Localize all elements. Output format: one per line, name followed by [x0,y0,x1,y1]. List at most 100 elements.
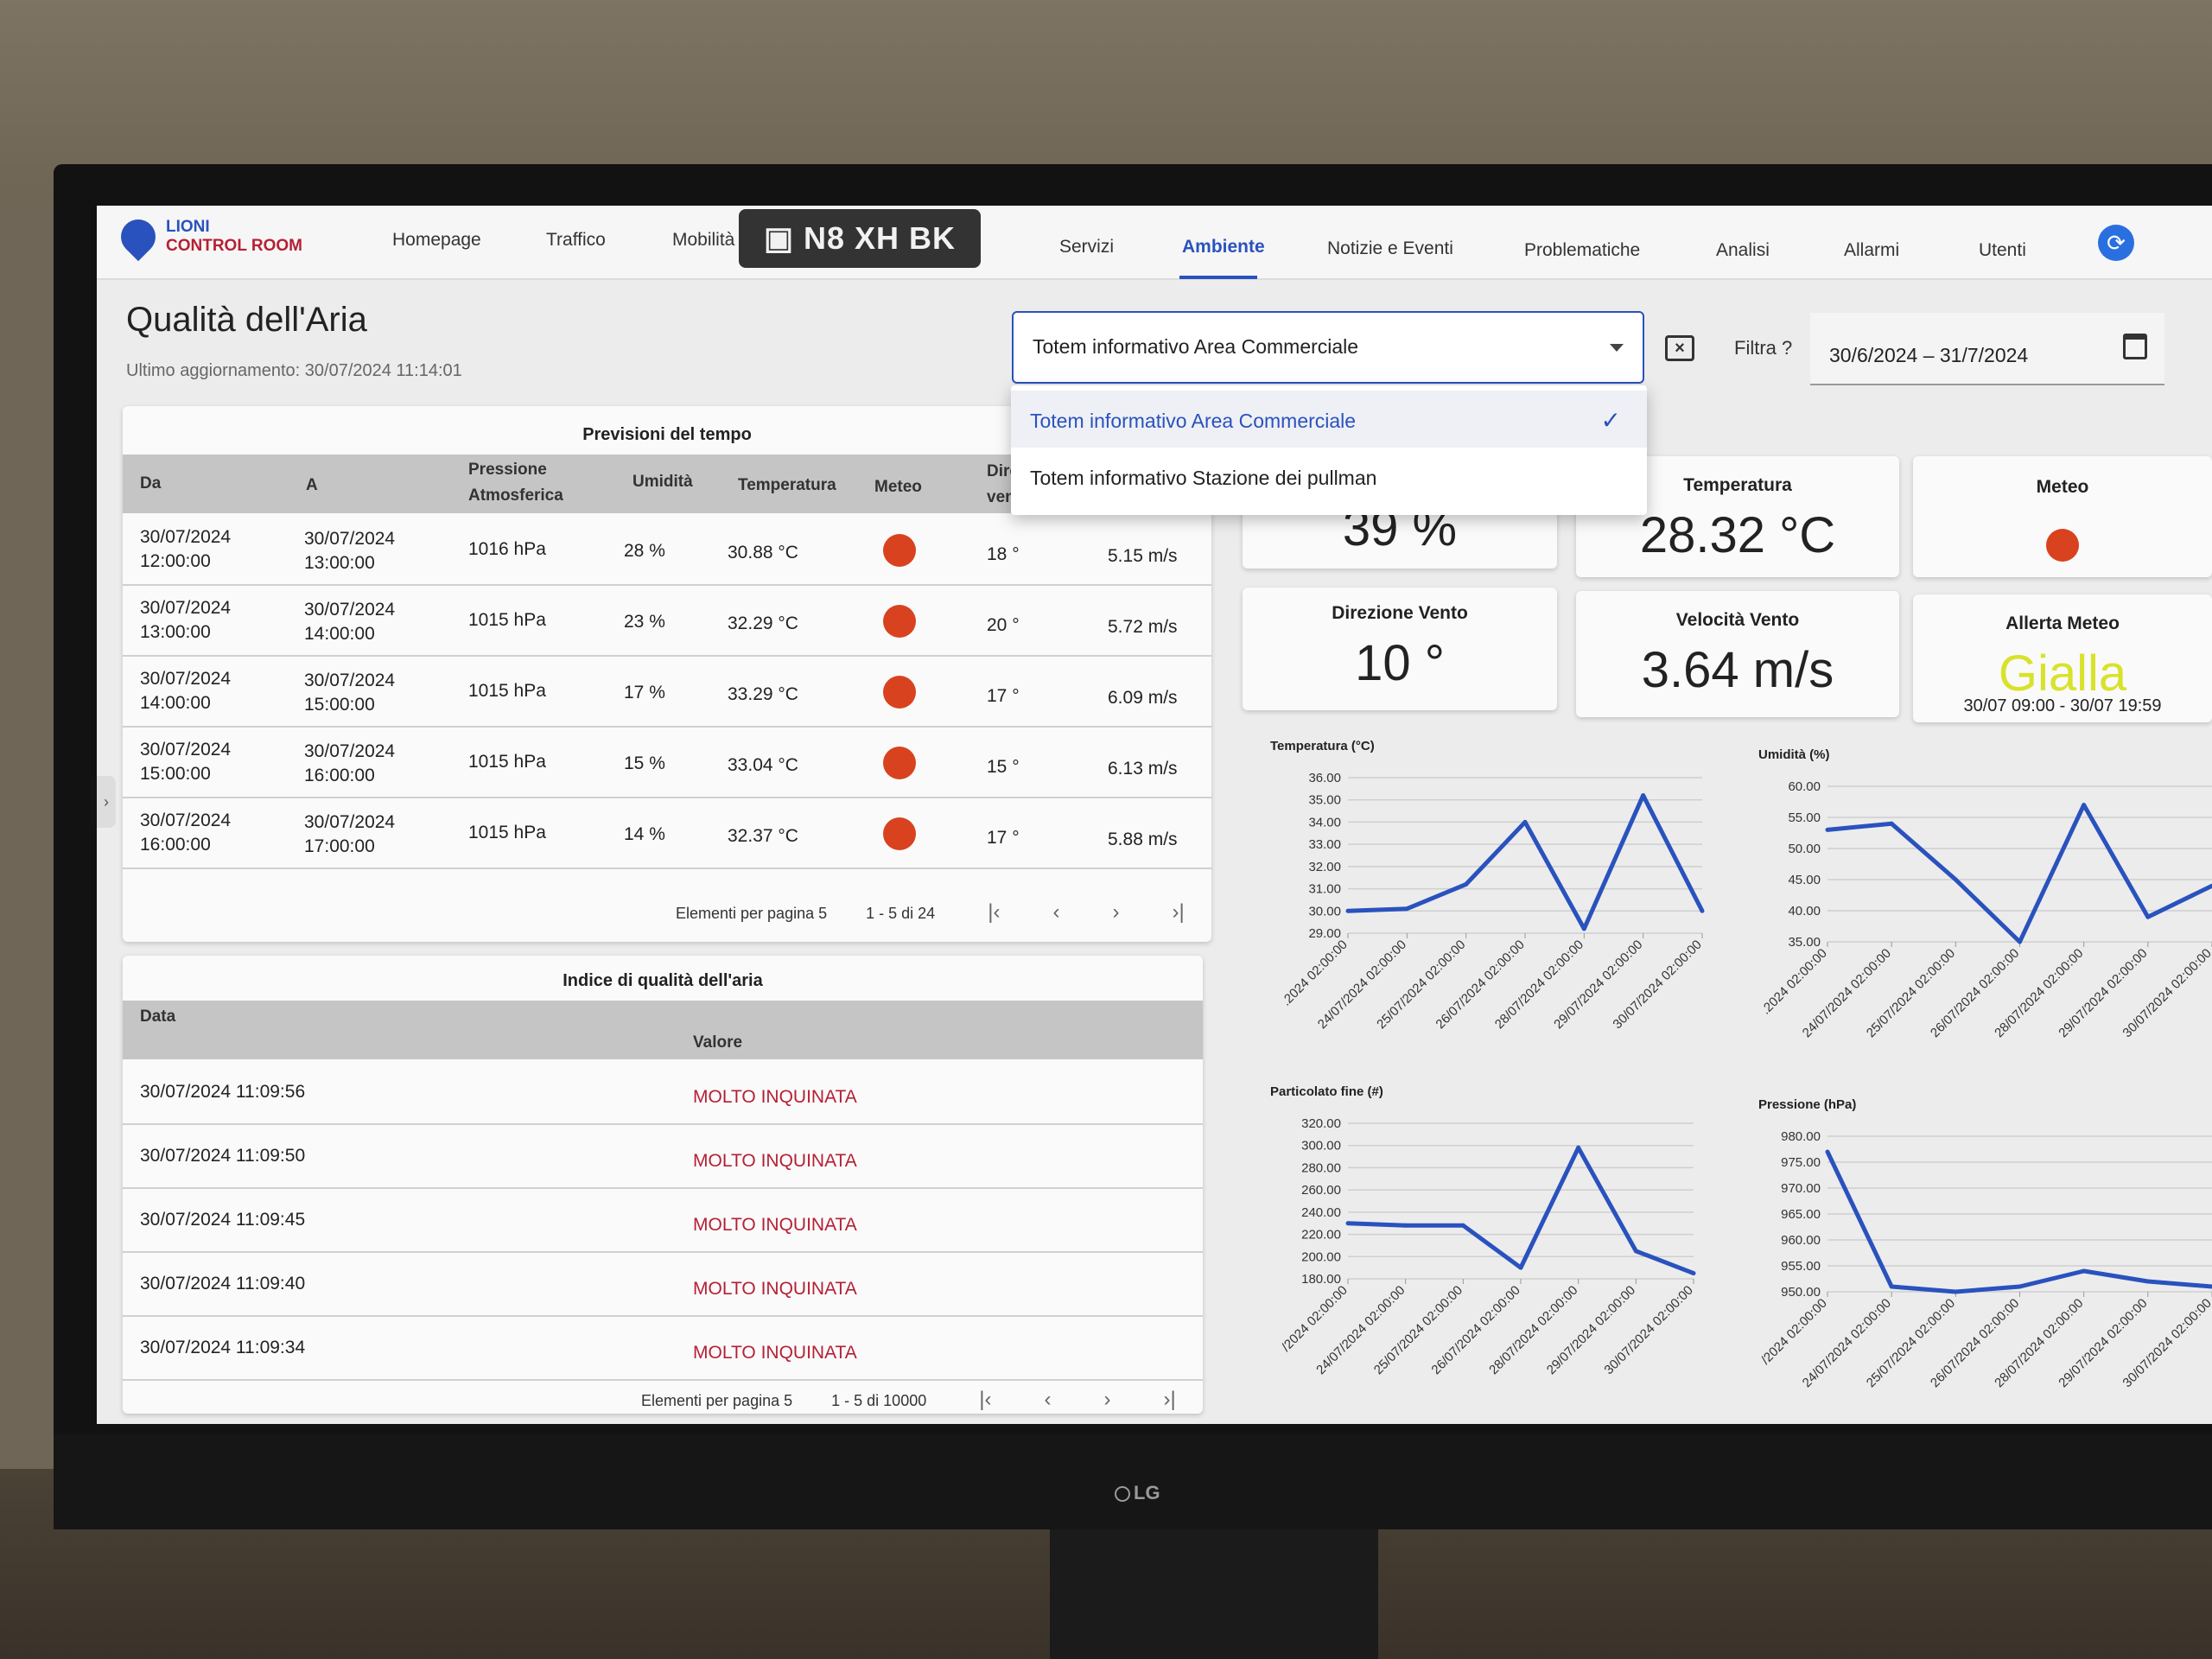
y-tick-label: 955.00 [1781,1259,1821,1274]
monitor-logo: LG [1115,1482,1160,1504]
y-tick-label: 960.00 [1781,1233,1821,1248]
weather-icon [883,747,916,779]
y-tick-label: 950.00 [1781,1285,1821,1300]
air-quality-title: Indice di qualità dell'aria [563,971,763,990]
table-row[interactable]: 30/07/2024 14:00:00 30/07/2024 15:00:00 … [123,657,1211,728]
y-tick-label: 33.00 [1308,837,1341,852]
nav-problematiche[interactable]: Problematiche [1524,240,1641,260]
kpi-velocita-label: Velocità Vento [1675,610,1800,630]
table-row[interactable]: 30/07/2024 11:09:40 MOLTO INQUINATA [123,1253,1203,1317]
page-range-label: 1 - 5 di 10000 [831,1392,927,1409]
data-point [1633,1249,1638,1254]
nav-notizie-eventi[interactable]: Notizie e Eventi [1327,238,1453,258]
nav-allarmi[interactable]: Allarmi [1844,240,1900,260]
option-area-commerciale[interactable]: Totem informativo Area Commerciale ✓ [1011,391,1647,448]
cell-temperatura: 33.29 °C [728,684,798,704]
cell-a-time: 16:00:00 [304,766,375,785]
next-page-icon[interactable]: › [1103,1388,1111,1411]
nav-mobilita[interactable]: Mobilità [672,230,735,250]
option-stazione-pullman[interactable]: Totem informativo Stazione dei pullman [1011,448,1647,505]
data-point [2082,803,2087,808]
date-range-field[interactable]: 30/6/2024 – 31/7/2024 [1810,313,2164,385]
kpi-velocita-value: 3.64 m/s [1641,642,1834,698]
page-size-label[interactable]: Elementi per pagina 5 [676,905,828,922]
x-tick-label: .2024 02:00:00 [1758,946,1830,1018]
series-line [1347,1145,1694,1275]
next-page-icon[interactable]: › [1112,900,1120,924]
table-row[interactable]: 30/07/2024 11:09:56 MOLTO INQUINATA [123,1061,1203,1125]
sidebar-toggle[interactable]: › [97,776,116,828]
sync-icon[interactable]: ⟳ [2098,225,2134,261]
option-label: Totem informativo Stazione dei pullman [1030,467,1377,489]
table-row[interactable]: 30/07/2024 12:00:00 30/07/2024 13:00:00 … [123,515,1211,586]
last-page-icon[interactable]: ›| [1163,1388,1176,1411]
first-page-icon[interactable]: |‹ [979,1388,992,1411]
kpi-allerta-label: Allerta Meteo [2005,613,2120,633]
cell-data: 30/07/2024 11:09:34 [140,1338,306,1357]
cell-umidita: 14 % [624,824,665,844]
kpi-direzione-label: Direzione Vento [1332,603,1468,623]
y-tick-label: 31.00 [1308,882,1341,897]
plate-icon: ▣ [763,220,804,256]
prev-page-icon[interactable]: ‹ [1044,1388,1052,1411]
plate-text: N8 XH BK [803,220,957,256]
table-row[interactable]: 30/07/2024 11:09:50 MOLTO INQUINATA [123,1125,1203,1189]
charts-area: Temperatura (°C) 36.00 35.00 34.00 33.00 32.0… [1270,739,2212,1390]
data-point [1953,1289,1958,1294]
nav-servizi[interactable]: Servizi [1059,237,1115,257]
kpi-velocita-vento: Velocità Vento 3.64 m/s [1576,591,1899,717]
cell-a-time: 13:00:00 [304,553,375,573]
y-tick-label: 180.00 [1301,1272,1341,1287]
nav-ambiente[interactable]: Ambiente [1182,237,1265,257]
prev-page-icon[interactable]: ‹ [1052,900,1060,924]
y-tick-label: 220.00 [1301,1228,1341,1243]
cell-data: 30/07/2024 11:09:56 [140,1082,306,1102]
station-select[interactable]: Totem informativo Area Commerciale [1012,311,1644,384]
nav-traffico[interactable]: Traffico [546,230,606,250]
station-select-value: Totem informativo Area Commerciale [1033,335,1359,358]
app-logo[interactable]: LIONI CONTROL ROOM [113,212,302,262]
cell-direzione: 18 ° [987,544,1020,564]
cell-da-date: 30/07/2024 [140,810,232,830]
cell-a-date: 30/07/2024 [304,671,396,690]
chart-title: Particolato fine (#) [1270,1084,1383,1099]
table-row[interactable]: 30/07/2024 11:09:34 MOLTO INQUINATA [123,1317,1203,1381]
page-size-label[interactable]: Elementi per pagina 5 [641,1392,793,1409]
y-tick-label: 35.00 [1308,793,1341,808]
table-row[interactable]: 30/07/2024 15:00:00 30/07/2024 16:00:00 … [123,728,1211,798]
chart-title: Temperatura (°C) [1270,739,1375,753]
air-quality-table-header: Data Valore [123,1001,1203,1059]
cell-pressione: 1015 hPa [468,681,546,701]
data-point [1522,819,1528,824]
nav-analisi[interactable]: Analisi [1716,240,1770,260]
data-point [1691,1271,1696,1276]
air-quality-paginator: Elementi per pagina 5 1 - 5 di 10000 |‹ … [641,1388,1176,1412]
clear-filter-icon[interactable]: × [1665,335,1694,361]
nav-homepage[interactable]: Homepage [392,230,481,250]
x-tick-label: /2024 02:00:00 [1758,1296,1830,1368]
table-row[interactable]: 30/07/2024 13:00:00 30/07/2024 14:00:00 … [123,586,1211,657]
kpi-temperatura-label: Temperatura [1683,475,1792,495]
forecast-card: Previsioni del tempo Da A Pressione Atmo… [123,406,1211,942]
table-row[interactable]: 30/07/2024 16:00:00 30/07/2024 17:00:00 … [123,798,1211,869]
license-plate-overlay: ▣ N8 XH BK [739,209,981,268]
cell-da-time: 12:00:00 [140,551,211,571]
cell-umidita: 28 % [624,541,665,561]
data-point [1403,1223,1408,1228]
table-row[interactable]: 30/07/2024 11:09:45 MOLTO INQUINATA [123,1189,1203,1253]
first-page-icon[interactable]: |‹ [988,900,1001,924]
kpi-allerta-value: Gialla [1998,645,2127,702]
weather-icon [883,605,916,638]
kpi-meteo-label: Meteo [2036,477,2089,497]
y-tick-label: 34.00 [1308,815,1341,830]
last-page-icon[interactable]: ›| [1172,900,1185,924]
nav-utenti[interactable]: Utenti [1979,240,2026,260]
date-range-value: 30/6/2024 – 31/7/2024 [1829,344,2029,366]
cell-a-date: 30/07/2024 [304,812,396,832]
cell-valore: MOLTO INQUINATA [693,1151,857,1171]
cell-temperatura: 33.04 °C [728,755,798,775]
y-tick-label: 320.00 [1301,1116,1341,1131]
logo-line-1: LIONI [166,218,210,236]
y-tick-label: 200.00 [1301,1249,1341,1264]
calendar-icon[interactable] [2123,334,2147,359]
